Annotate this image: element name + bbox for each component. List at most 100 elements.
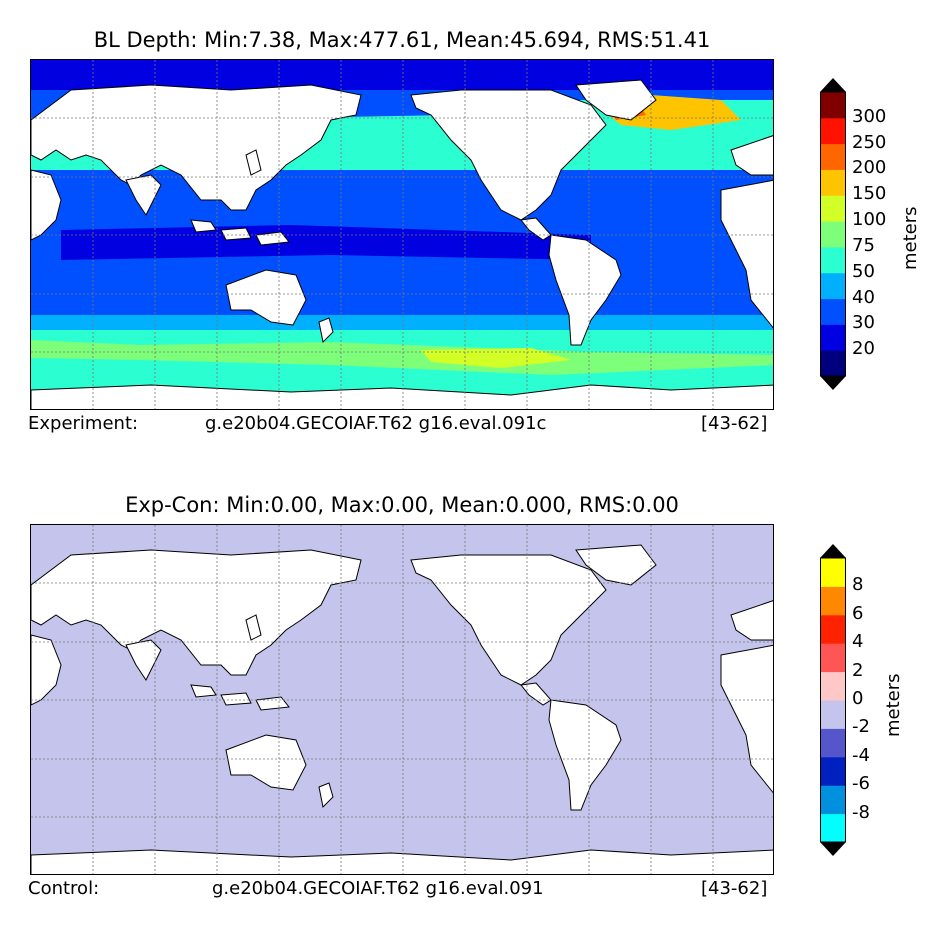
landmass-10 [548, 699, 622, 811]
landmass-3 [720, 179, 773, 329]
landmass-15 [31, 849, 773, 874]
graticule [31, 525, 773, 874]
top-colorbar [820, 78, 846, 390]
top-colorbar-unit: meters [900, 206, 921, 270]
bottom-control-label: Control: [28, 878, 100, 899]
colorbar-segment-3 [820, 728, 846, 758]
landmass-8 [575, 79, 657, 121]
bl-depth-map [31, 60, 773, 409]
landmass-0 [31, 549, 362, 676]
colorbar-tick-label: 2 [852, 659, 864, 681]
landmass-9 [520, 217, 552, 241]
landmass-11 [190, 219, 217, 233]
colorbar-segment-8 [820, 143, 846, 170]
colorbar-tick-label: 300 [852, 105, 887, 127]
landmass-15 [31, 384, 773, 409]
bottom-years: [43-62] [701, 878, 768, 899]
colorbar-segment-6 [820, 643, 846, 673]
colorbar-tick-label: 150 [852, 183, 887, 205]
landmass-6 [318, 317, 334, 344]
colorbar-tick-label: 50 [852, 260, 875, 282]
landmass-12 [220, 227, 252, 241]
colorbar-tick-label: 75 [852, 234, 875, 256]
landmass-5 [225, 269, 307, 326]
colorbar-segment-8 [820, 586, 846, 616]
colorbar-extend-high [820, 78, 846, 92]
landmass-11 [190, 684, 217, 698]
colorbar-tick-label: 0 [852, 688, 864, 709]
colorbar-segment-9 [820, 117, 846, 145]
landmass-14 [245, 614, 262, 641]
colorbar-extend-low [820, 376, 846, 390]
colorbar-tick-label: 250 [852, 131, 887, 153]
landmass-4 [730, 135, 773, 176]
ocean-band-southern-max [421, 348, 571, 368]
top-panel-title: BL Depth: Min:7.38, Max:477.61, Mean:45.… [93, 28, 711, 52]
bottom-map [30, 524, 774, 875]
colorbar-tick-label: -4 [852, 744, 870, 766]
landmass-1 [125, 174, 162, 216]
landmass-12 [220, 692, 252, 706]
landmass-14 [245, 149, 262, 176]
landmass-0 [31, 84, 362, 211]
colorbar-segment-2 [820, 298, 846, 325]
colorbar-tick-label: 30 [852, 312, 875, 334]
colorbar-segment-1 [820, 785, 846, 815]
colorbar-tick-label: 200 [852, 157, 887, 179]
landmass-5 [225, 734, 307, 791]
colorbar-tick-label: 6 [852, 602, 864, 624]
landmass-2 [31, 634, 62, 706]
colorbar-segment-5 [820, 221, 846, 248]
colorbar-segment-4 [820, 700, 846, 729]
top-experiment-label: Experiment: [28, 413, 139, 434]
colorbar-segment-5 [820, 671, 846, 701]
colorbar-tick-label: 8 [852, 574, 864, 596]
colorbar-tick-label: 4 [852, 631, 864, 653]
colorbar-segment-10 [820, 92, 846, 119]
landmass-8 [575, 544, 657, 586]
colorbar-extend-high [820, 544, 846, 558]
bottom-colorbar-unit: meters [883, 673, 904, 737]
bottom-panel-title: Exp-Con: Min:0.00, Max:0.00, Mean:0.000,… [125, 493, 679, 517]
colorbar-segment-3 [820, 272, 846, 300]
colorbar-extend-low [820, 842, 846, 856]
colorbar-outline [820, 91, 846, 377]
colorbar-tick-label: 40 [852, 286, 875, 308]
bottom-colorbar [820, 544, 846, 856]
ocean-band-south-subtropics [31, 315, 773, 330]
landmass-2 [31, 169, 62, 241]
colorbar-tick-label: -2 [852, 716, 870, 738]
landmass-6 [318, 782, 334, 809]
top-map [30, 59, 774, 410]
landmass-3 [720, 644, 773, 794]
colorbar-segment-0 [820, 813, 846, 843]
landmass-7 [410, 554, 607, 686]
landmass-10 [548, 234, 622, 346]
bottom-case-name: g.e20b04.GECOIAF.T62 g16.eval.091 [212, 878, 544, 899]
continents [31, 544, 773, 874]
landmass-9 [520, 682, 552, 706]
colorbar-outline [820, 557, 846, 843]
colorbar-tick-label: 100 [852, 209, 887, 231]
colorbar-segment-7 [820, 169, 846, 196]
top-case-name: g.e20b04.GECOIAF.T62 g16.eval.091c [205, 413, 547, 434]
colorbar-segment-4 [820, 246, 846, 274]
graticule [31, 60, 773, 409]
colorbar-tick-label: -6 [852, 773, 870, 795]
ocean-band-equatorial [61, 225, 591, 260]
colorbar-segment-1 [820, 324, 846, 351]
colorbar-segment-2 [820, 756, 846, 786]
colorbar-segment-6 [820, 195, 846, 222]
colorbar-segment-0 [820, 350, 846, 377]
colorbar-segment-9 [820, 558, 846, 587]
landmass-4 [730, 600, 773, 641]
colorbar-segment-7 [820, 614, 846, 644]
colorbar-tick-label: -8 [852, 801, 870, 823]
ocean-band-southern-deep-mixing [31, 340, 773, 375]
difference-map [31, 525, 773, 874]
top-years: [43-62] [701, 413, 768, 434]
landmass-1 [125, 639, 162, 681]
colorbar-tick-label: 20 [852, 338, 875, 360]
continents [31, 79, 773, 409]
landmass-7 [410, 89, 607, 221]
